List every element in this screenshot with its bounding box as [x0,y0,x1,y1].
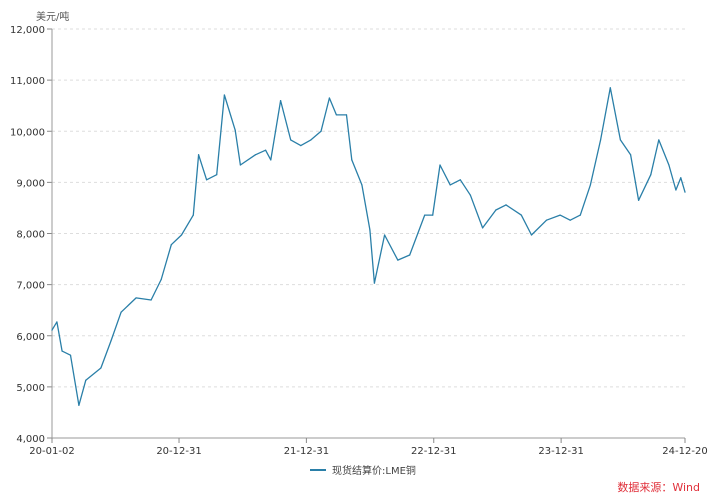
data-point [61,350,63,352]
data-point [579,214,581,216]
data-point [135,297,137,299]
series-line [51,87,686,406]
data-point [599,139,602,141]
data-point [320,130,322,132]
x-tick-label: 22-12-31 [411,446,456,457]
data-source: 数据来源：Wind [617,481,700,494]
data-point [439,164,441,166]
x-tick-label: 24-12-20 [662,446,707,457]
data-point [650,174,652,176]
y-tick-label: 10,000 [10,127,45,138]
data-point [383,234,386,236]
data-point [684,191,686,193]
data-point [675,189,677,191]
data-point [100,367,102,369]
data-point [234,129,236,131]
x-tick-label: 23-12-31 [538,446,583,457]
data-point [637,199,640,201]
data-point [160,278,162,281]
data-point [216,174,218,176]
data-point [310,139,312,141]
data-point [239,164,242,166]
data-point [629,154,632,156]
data-point [482,227,484,229]
data-point [449,184,451,186]
y-tick-label: 6,000 [16,332,45,343]
data-point [369,229,371,231]
data-point [520,214,522,216]
y-tick-label: 11,000 [10,76,45,87]
x-tick-label: 20-12-31 [156,446,201,457]
data-point [51,329,53,331]
data-point [373,282,376,284]
y-tick-label: 12,000 [10,25,45,36]
data-point [495,209,497,211]
data-point [609,87,611,89]
data-point [559,214,561,216]
data-point [545,219,548,221]
data-point [459,179,461,181]
data-point [409,254,411,256]
data-point [345,114,348,116]
data-point [505,204,507,206]
data-point [658,139,660,141]
data-point [530,234,533,236]
data-point [361,184,363,186]
y-tick-label: 4,000 [16,434,45,445]
data-point [85,379,87,381]
legend-swatch [310,468,326,471]
data-point [589,184,592,186]
data-point [619,139,622,141]
y-tick-label: 7,000 [16,281,45,292]
x-tick-label: 20-01-02 [29,446,74,457]
data-point [192,214,194,216]
data-point [680,177,682,179]
data-point [432,214,434,216]
data-point [205,179,208,181]
data-point [110,340,112,342]
y-tick-label: 5,000 [16,383,45,394]
data-point [351,159,353,161]
data-point [254,154,257,156]
data-point [328,97,331,99]
data-point [264,149,267,151]
data-point [279,99,282,102]
data-point [170,244,172,246]
data-point [223,94,225,96]
data-point [668,164,670,166]
data-point [78,404,80,406]
y-tick-label: 9,000 [16,178,45,189]
data-point [290,139,292,141]
data-point [335,114,337,116]
data-point [180,234,183,236]
data-point [197,154,200,156]
y-axis-unit: 美元/吨 [36,12,70,23]
data-point [120,311,122,313]
legend[interactable]: 现货结算价:LME铜 [310,462,416,477]
x-tick-label: 21-12-31 [284,446,329,457]
data-point [469,194,471,196]
data-point [569,219,571,221]
data-point [300,144,302,147]
data-point [424,214,426,216]
data-point [270,159,272,161]
data-point [150,299,152,301]
data-point [56,321,58,323]
legend-label: 现货结算价:LME铜 [332,466,416,477]
data-point [69,354,72,356]
y-tick-label: 8,000 [16,230,45,241]
data-point [397,259,399,261]
